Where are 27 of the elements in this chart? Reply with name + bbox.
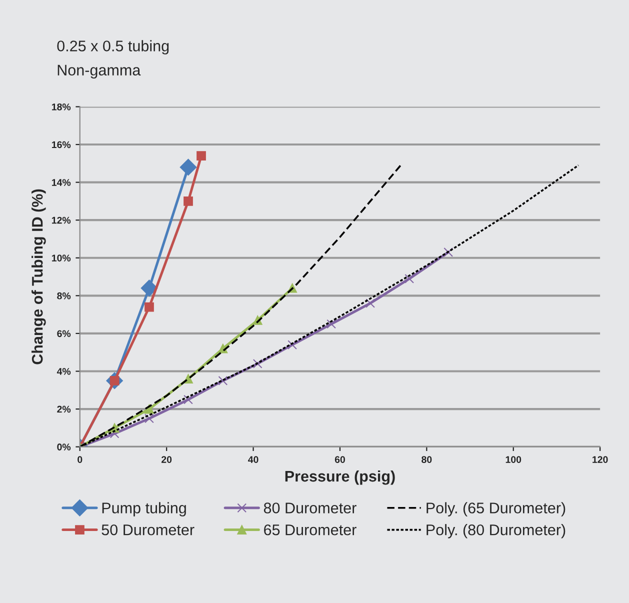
y-tick-label: 16% xyxy=(52,141,71,148)
y-tick-label: 4% xyxy=(56,368,71,375)
y-tick-label: 2% xyxy=(57,406,71,413)
x-tick-label: 0 xyxy=(78,456,82,463)
chart-title: 0.25 x 0.5 tubing xyxy=(57,40,169,54)
legend-label: Pump tubing xyxy=(102,502,186,516)
y-tick-label: 0% xyxy=(57,444,71,450)
y-tick-label: 8% xyxy=(57,292,71,300)
x-axis-title: Pressure (psig) xyxy=(285,470,395,485)
y-tick-label: 6% xyxy=(57,330,71,338)
x-tick-label: 100 xyxy=(506,456,522,463)
y-tick-label: 18% xyxy=(52,103,71,110)
y-axis-title: Change of Tubing ID (%) xyxy=(32,189,46,364)
y-tick-label: 10% xyxy=(52,254,71,262)
legend-label: Poly. (80 Durometer) xyxy=(426,524,566,538)
legend-label: Poly. (65 Durometer) xyxy=(426,502,566,516)
legend-label: 50 Durometer xyxy=(102,524,194,536)
legend-label: 80 Durometer xyxy=(264,502,356,514)
x-tick-label: 120 xyxy=(592,456,608,463)
legend-label: 65 Durometer xyxy=(264,524,356,536)
x-tick-label: 20 xyxy=(162,456,172,463)
x-tick-label: 80 xyxy=(422,456,432,463)
y-tick-label: 12% xyxy=(52,216,71,224)
chart-subtitle: Non-gamma xyxy=(58,64,141,79)
x-tick-label: 40 xyxy=(248,456,258,463)
y-tick-label: 14% xyxy=(52,179,71,186)
x-tick-label: 60 xyxy=(334,456,345,463)
